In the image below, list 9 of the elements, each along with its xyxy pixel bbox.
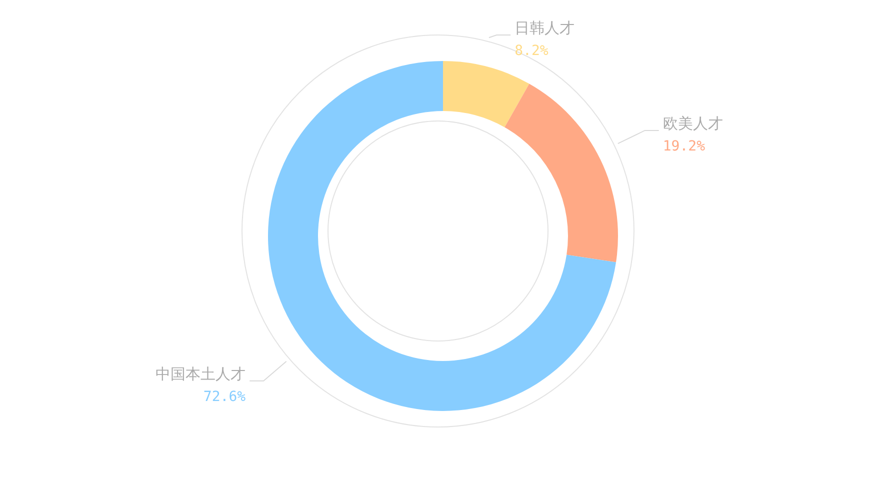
data-label: 8.2% bbox=[514, 43, 549, 59]
slice-label: 日韩人才 bbox=[514, 19, 575, 37]
slice-label: 欧美人才 bbox=[662, 114, 723, 132]
donut-slice bbox=[504, 84, 618, 262]
data-label: 19.2% bbox=[662, 138, 706, 154]
donut-slice bbox=[268, 61, 616, 411]
data-label: 72.6% bbox=[203, 388, 246, 405]
slice-label: 中国本土人才 bbox=[156, 364, 246, 383]
donut-slice bbox=[443, 61, 530, 128]
